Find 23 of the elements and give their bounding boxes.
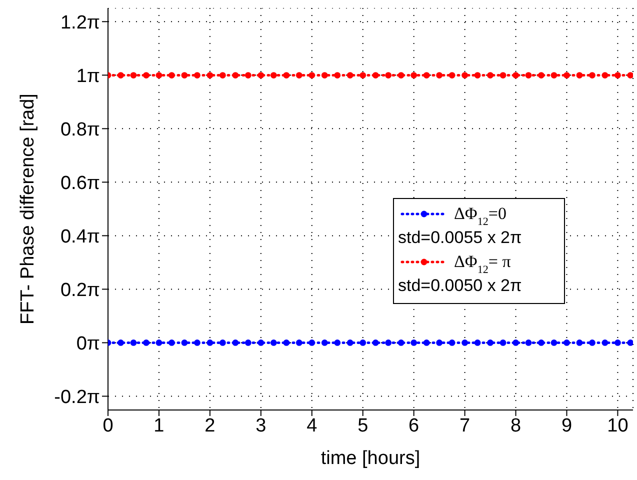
- y-tick-label: 0.8π: [60, 119, 100, 140]
- x-tick-label: 1: [154, 415, 164, 436]
- y-tick-label: 1.2π: [60, 12, 100, 34]
- x-tick-label: 9: [561, 415, 572, 436]
- x-tick-label: 6: [408, 415, 420, 436]
- x-tick-label: 0: [102, 415, 114, 436]
- y-tick-label: -0.2π: [54, 386, 100, 408]
- y-tick-label: 0.6π: [60, 172, 100, 194]
- x-tick-label: 8: [510, 415, 522, 436]
- x-tick-label: 10: [607, 415, 628, 436]
- y-tick-label: 1π: [76, 66, 100, 87]
- x-tick-label: 4: [306, 415, 318, 436]
- legend-label: ΔΦ$_{12}$=0 std=0.0055 x 2π: [398, 204, 522, 247]
- x-tick-label: 3: [256, 415, 266, 436]
- y-tick-label: 0π: [76, 333, 100, 354]
- x-axis-title: time [hours]: [320, 448, 420, 469]
- y-axis-title: FFT- Phase difference [rad]: [18, 94, 38, 324]
- y-tick-label: 0.4π: [60, 226, 100, 248]
- y-tick-label: 0.2π: [60, 280, 100, 301]
- x-tick-label: 7: [460, 415, 470, 436]
- x-tick-label: 5: [358, 415, 368, 436]
- legend-label: ΔΦ$_{12}$= π std=0.0050 x 2π: [398, 252, 522, 295]
- x-tick-label: 2: [204, 415, 216, 436]
